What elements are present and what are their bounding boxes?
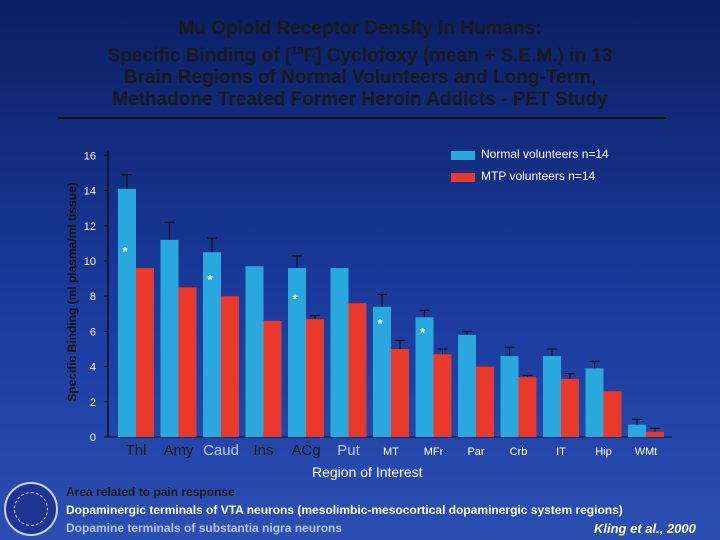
- x-tick-label-Caud: Caud: [203, 442, 239, 459]
- note-vta: Dopaminergic terminals of VTA neurons (m…: [66, 503, 623, 517]
- bar-WMt-normal: [628, 424, 646, 437]
- y-tick-label-10: 10: [84, 256, 96, 268]
- note-pain: Area related to pain response: [66, 485, 235, 499]
- significance-mark-MT: *: [377, 316, 383, 331]
- significance-mark-MFr: *: [420, 325, 426, 340]
- title-line-3: Brain Regions of Normal Volunteers and L…: [123, 67, 597, 89]
- bar-Put-mtp: [348, 303, 367, 437]
- legend-label-normal: Normal volunteers n=14: [481, 147, 609, 161]
- y-tick-label-8: 8: [90, 291, 96, 303]
- bar-Thl-normal: [118, 188, 136, 437]
- bar-IT-normal: [543, 356, 561, 437]
- bar-Hip-normal: [585, 368, 604, 437]
- y-tick-label-2: 2: [90, 397, 96, 409]
- bar-ACg-normal: [288, 268, 306, 437]
- y-tick-label-12: 12: [84, 221, 96, 233]
- bar-Crb-normal: [500, 356, 519, 437]
- x-tick-label-MT: MT: [383, 446, 399, 458]
- y-tick-label-6: 6: [90, 326, 96, 338]
- x-tick-label-Par: Par: [467, 446, 484, 458]
- bar-Par-normal: [458, 334, 476, 437]
- significance-mark-Thl: *: [122, 244, 128, 259]
- x-tick-label-MFr: MFr: [424, 446, 444, 458]
- bar-Amy-normal: [160, 239, 179, 437]
- bar-WMt-mtp: [646, 431, 664, 437]
- x-tick-label-Put: Put: [337, 442, 360, 459]
- x-tick-label-Hip: Hip: [595, 446, 612, 458]
- x-tick-label-WMt: WMt: [635, 446, 658, 458]
- bar-MFr-normal: [415, 317, 434, 437]
- bar-MT-mtp: [391, 349, 409, 437]
- bar-Crb-mtp: [518, 377, 537, 437]
- title-line-1: Mu Opioid Receptor Density in Humans:: [178, 18, 542, 39]
- significance-mark-ACg: *: [292, 292, 298, 307]
- bar-MFr-mtp: [433, 354, 452, 437]
- legend-swatch-mtp: [451, 173, 475, 182]
- title-divider: [58, 117, 666, 119]
- significance-mark-Caud: *: [207, 272, 213, 287]
- x-tick-label-Amy: Amy: [164, 442, 195, 459]
- x-tick-label-IT: IT: [556, 446, 566, 458]
- bar-Par-mtp: [476, 366, 494, 437]
- bar-Caud-normal: [203, 252, 221, 437]
- chart-title: Mu Opioid Receptor Density in Humans: Sp…: [55, 18, 665, 111]
- bar-Ins-mtp: [263, 320, 282, 437]
- bar-MT-normal: [373, 306, 391, 437]
- x-tick-label-Crb: Crb: [510, 446, 528, 458]
- institution-seal: [4, 482, 58, 536]
- bar-Caud-mtp: [221, 296, 239, 437]
- bar-Hip-mtp: [603, 391, 622, 437]
- y-tick-label-16: 16: [84, 150, 96, 162]
- citation: Kling et al., 2000: [594, 521, 696, 536]
- legend-swatch-normal: [451, 151, 475, 160]
- title-line-2: Specific Binding of [18F] Cyclofoxy (mea…: [107, 45, 613, 67]
- note-sn: Dopamine terminals of substantia nigra n…: [66, 521, 343, 535]
- title-line-4: Methadone Treated Former Heroin Addicts …: [112, 89, 608, 111]
- x-axis-label: Region of Interest: [312, 464, 423, 480]
- y-tick-label-14: 14: [84, 186, 96, 198]
- x-tick-label-Ins: Ins: [253, 442, 273, 459]
- legend-label-mtp: MTP volunteers n=14: [481, 169, 596, 183]
- bar-IT-mtp: [561, 378, 579, 437]
- bar-Ins-normal: [245, 266, 264, 437]
- bar-ACg-mtp: [306, 319, 324, 437]
- x-tick-label-Thl: Thl: [126, 442, 147, 459]
- bar-Put-normal: [330, 268, 349, 437]
- y-tick-label-0: 0: [90, 432, 96, 444]
- y-tick-label-4: 4: [90, 362, 96, 374]
- x-tick-label-ACg: ACg: [291, 442, 320, 459]
- bar-Thl-mtp: [136, 268, 154, 437]
- region-notes: Area related to pain response Dopaminerg…: [66, 483, 623, 537]
- bar-Amy-mtp: [178, 287, 197, 437]
